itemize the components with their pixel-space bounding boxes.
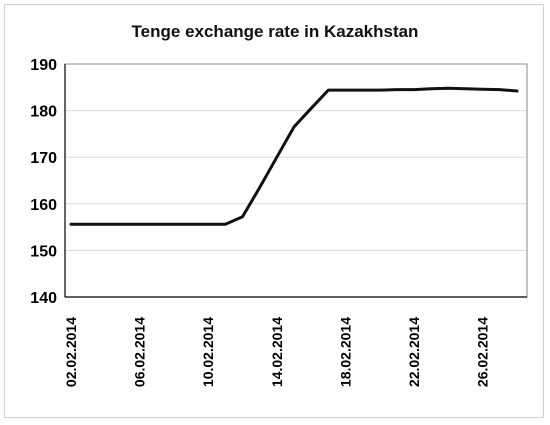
x-tick-label: 14.02.2014 — [269, 317, 285, 387]
y-tick-label: 160 — [30, 197, 57, 214]
chart-frame — [4, 4, 544, 418]
x-tick-label: 22.02.2014 — [406, 317, 422, 387]
y-tick-label: 140 — [30, 290, 57, 307]
series-line — [69, 86, 519, 226]
x-tick-label: 02.02.2014 — [63, 317, 79, 387]
y-tick-label: 170 — [30, 150, 57, 167]
x-tick-label: 06.02.2014 — [132, 317, 148, 387]
x-tick-label: 18.02.2014 — [337, 317, 353, 387]
chart-title: Tenge exchange rate in Kazakhstan — [131, 22, 419, 41]
y-tick-label: 150 — [30, 243, 57, 260]
y-tick-label: 190 — [30, 57, 57, 74]
x-tick-label: 26.02.2014 — [475, 317, 491, 387]
plot-area — [64, 63, 528, 298]
y-tick-label: 180 — [30, 104, 57, 121]
x-tick-label: 10.02.2014 — [200, 317, 216, 387]
